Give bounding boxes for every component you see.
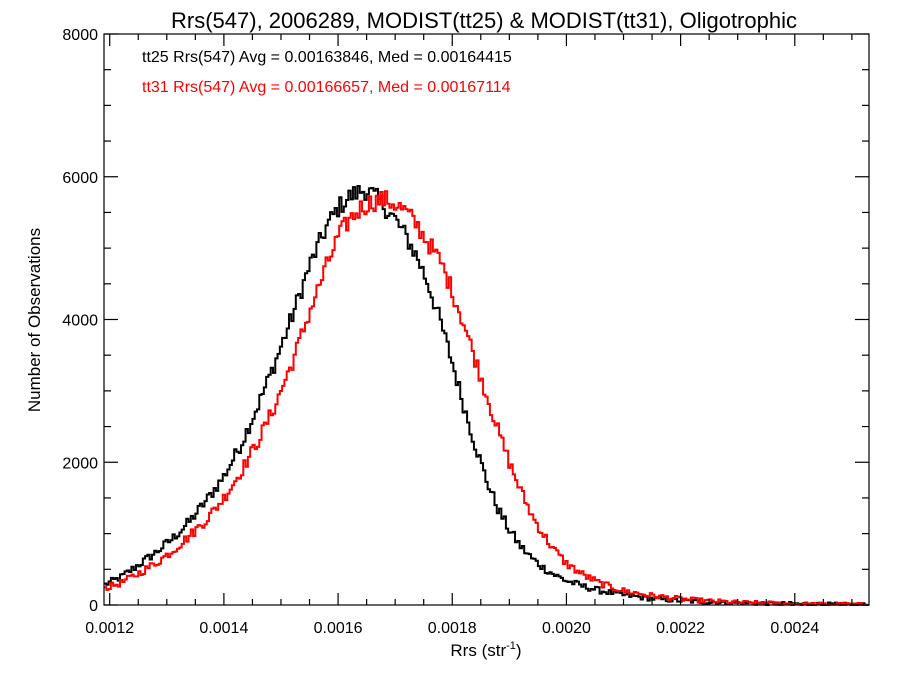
- legend: tt25 Rrs(547) Avg = 0.00163846, Med = 0.…: [142, 49, 512, 96]
- x-tick-label: 0.0012: [85, 620, 134, 637]
- x-tick-label: 0.0016: [314, 620, 363, 637]
- legend-entry-tt25: tt25 Rrs(547) Avg = 0.00163846, Med = 0.…: [142, 49, 512, 66]
- x-axis-label-main: Rrs (str: [450, 641, 506, 660]
- y-axis-ticks: [104, 33, 869, 606]
- plot-frame: [103, 33, 870, 606]
- legend-entry-tt31: tt31 Rrs(547) Avg = 0.00166657, Med = 0.…: [142, 79, 511, 96]
- x-axis-label-superscript: -1: [506, 640, 516, 652]
- y-axis-label: Number of Observations: [25, 228, 44, 412]
- x-axis-ticks: [109, 34, 853, 605]
- x-tick-label: 0.0020: [542, 620, 591, 637]
- series-line-tt25: [104, 185, 869, 606]
- x-axis-tick-labels: 0.0012 0.0014 0.0016 0.0018 0.0020 0.0022 0.00…: [85, 620, 819, 637]
- y-tick-label: 8000: [62, 27, 98, 44]
- chart-title: Rrs(547), 2006289, MODIST(tt25) & MODIST…: [171, 8, 797, 33]
- x-axis-label-close: ): [516, 641, 522, 660]
- y-tick-label: 6000: [62, 170, 98, 187]
- x-tick-label: 0.0018: [428, 620, 477, 637]
- y-axis-tick-labels: 0 2000 4000 6000 8000: [62, 27, 98, 615]
- x-tick-label: 0.0022: [656, 620, 705, 637]
- y-tick-label: 4000: [62, 313, 98, 330]
- x-tick-label: 0.0024: [770, 620, 819, 637]
- y-tick-label: 0: [89, 598, 98, 615]
- x-axis-label: Rrs (str-1): [450, 640, 521, 660]
- x-tick-label: 0.0014: [199, 620, 248, 637]
- series-line-tt31: [104, 190, 869, 606]
- y-tick-label: 2000: [62, 455, 98, 472]
- series-layer: [104, 185, 869, 606]
